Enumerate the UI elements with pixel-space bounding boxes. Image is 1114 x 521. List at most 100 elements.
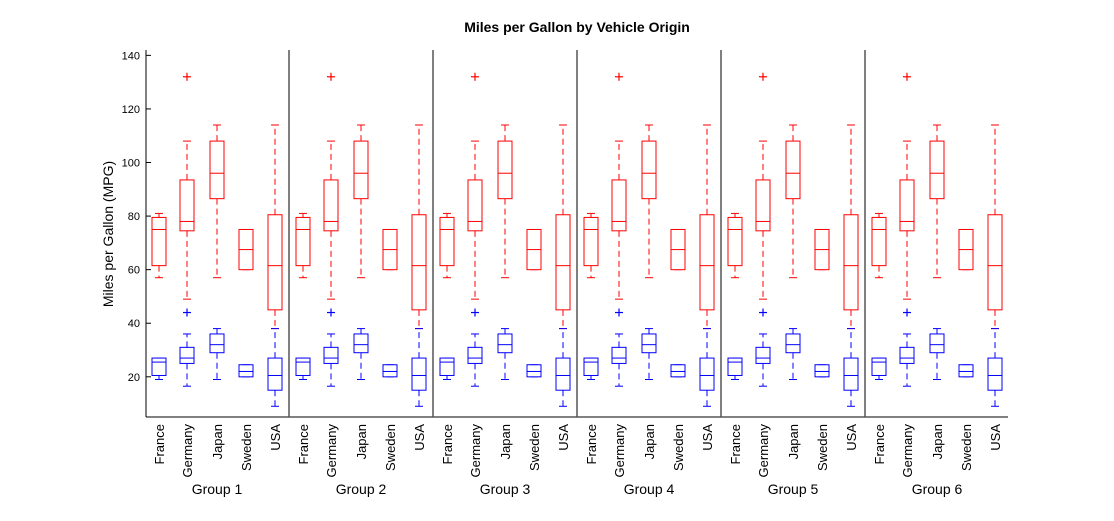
- group-label: Group 5: [768, 481, 819, 497]
- x-tick-label: USA: [412, 424, 427, 451]
- group-label: Group 1: [192, 481, 243, 497]
- x-tick-label: France: [584, 424, 599, 464]
- box-blue-france: [439, 357, 455, 380]
- y-tick-label: 60: [128, 265, 140, 277]
- x-tick-label: Germany: [468, 424, 483, 478]
- box-blue-sweden: [670, 364, 686, 378]
- y-axis-label: Miles per Gallon (MPG): [100, 161, 116, 307]
- box-red-france: [151, 212, 167, 279]
- box-red-japan: [209, 124, 225, 279]
- iqr-box: [295, 216, 311, 267]
- iqr-box: [814, 364, 830, 378]
- box-blue-usa: [267, 328, 283, 407]
- group-labels: Group 1 Group 2 Group 3 Group 4 Group 5 Group…: [192, 481, 963, 497]
- box-blue-sweden: [238, 364, 254, 378]
- group-label: Group 2: [336, 481, 387, 497]
- box-blue-usa: [843, 328, 859, 407]
- box-blue-germany: [755, 308, 771, 387]
- box-red-france: [295, 212, 311, 279]
- iqr-box: [899, 179, 915, 232]
- iqr-box: [929, 333, 945, 354]
- x-tick-label: Germany: [756, 424, 771, 478]
- box-red-usa: [411, 124, 427, 330]
- box-red-japan: [497, 124, 513, 279]
- iqr-box: [439, 216, 455, 267]
- iqr-box: [871, 357, 887, 376]
- box-red-sweden: [670, 228, 686, 271]
- group-separators: [288, 50, 866, 417]
- iqr-box: [871, 216, 887, 267]
- iqr-box: [267, 214, 283, 311]
- iqr-box: [755, 346, 771, 364]
- box-red-france: [439, 212, 455, 279]
- x-tick-label: USA: [556, 424, 571, 451]
- x-tick-label: France: [872, 424, 887, 464]
- box-red-sweden: [382, 228, 398, 271]
- box-red-germany: [755, 72, 771, 300]
- x-tick-label: USA: [844, 424, 859, 451]
- box-blue-germany: [179, 308, 195, 387]
- box-blue-germany: [467, 308, 483, 387]
- iqr-box: [785, 333, 801, 354]
- x-tick-label: Sweden: [383, 424, 398, 471]
- box-blue-france: [871, 357, 887, 380]
- iqr-box: [497, 140, 513, 200]
- iqr-box: [497, 333, 513, 354]
- x-tick-label: Germany: [180, 424, 195, 478]
- iqr-box: [209, 140, 225, 200]
- box-blue-usa: [699, 328, 715, 407]
- box-blue-sweden: [958, 364, 974, 378]
- box-red-france: [727, 212, 743, 279]
- x-tick-label: Japan: [354, 424, 369, 459]
- x-tick-label: France: [728, 424, 743, 464]
- iqr-box: [467, 179, 483, 232]
- box-red-germany: [323, 72, 339, 300]
- x-tick-label: France: [296, 424, 311, 464]
- box-red-germany: [179, 72, 195, 300]
- box-blue-sweden: [526, 364, 542, 378]
- iqr-box: [641, 140, 657, 200]
- box-blue-japan: [785, 328, 801, 380]
- chart-title: Miles per Gallon by Vehicle Origin: [464, 19, 690, 35]
- iqr-box: [467, 346, 483, 364]
- iqr-box: [987, 214, 1003, 311]
- iqr-box: [526, 364, 542, 378]
- box-red-sweden: [814, 228, 830, 271]
- iqr-box: [295, 357, 311, 376]
- iqr-box: [411, 214, 427, 311]
- iqr-box: [785, 140, 801, 200]
- box-blue-usa: [555, 328, 571, 407]
- iqr-box: [727, 357, 743, 376]
- box-red-france: [871, 212, 887, 279]
- x-tick-label: Germany: [900, 424, 915, 478]
- box-blue-japan: [353, 328, 369, 380]
- x-tick-label: Sweden: [815, 424, 830, 471]
- iqr-box: [699, 357, 715, 391]
- y-tick-label: 20: [128, 372, 140, 384]
- iqr-box: [611, 179, 627, 232]
- iqr-box: [670, 364, 686, 378]
- box-blue-germany: [323, 308, 339, 387]
- box-red-sweden: [238, 228, 254, 271]
- box-blue-france: [583, 357, 599, 380]
- box-red-usa: [843, 124, 859, 330]
- iqr-box: [727, 216, 743, 267]
- box-red-japan: [641, 124, 657, 279]
- box-blue-sweden: [382, 364, 398, 378]
- x-tick-label: France: [440, 424, 455, 464]
- x-tick-label: Japan: [786, 424, 801, 459]
- box-red-sweden: [958, 228, 974, 271]
- iqr-box: [267, 357, 283, 391]
- box-blue-france: [727, 357, 743, 380]
- box-red-usa: [267, 124, 283, 330]
- y-tick-label: 80: [128, 211, 140, 223]
- box-blue-japan: [497, 328, 513, 380]
- iqr-box: [353, 333, 369, 354]
- box-blue-japan: [209, 328, 225, 380]
- box-blue-usa: [411, 328, 427, 407]
- iqr-box: [353, 140, 369, 200]
- box-blue-germany: [611, 308, 627, 387]
- iqr-box: [382, 364, 398, 378]
- box-blue-usa: [987, 328, 1003, 407]
